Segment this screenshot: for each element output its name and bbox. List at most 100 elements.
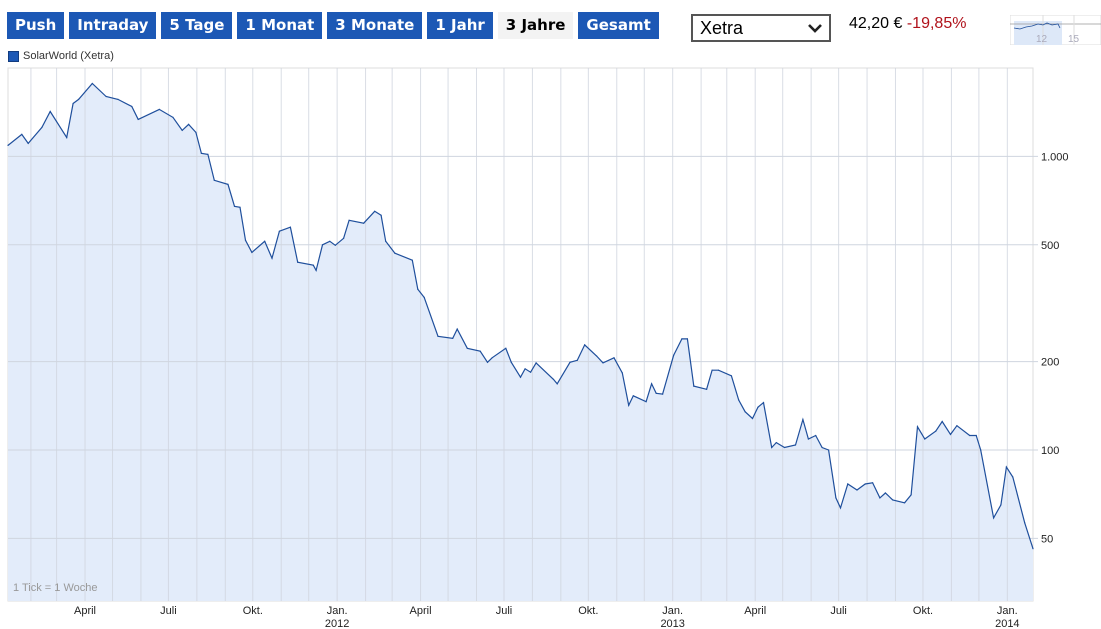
data-point bbox=[835, 497, 837, 499]
data-point bbox=[315, 269, 317, 271]
data-point bbox=[956, 425, 958, 427]
data-point bbox=[949, 433, 952, 435]
series-line bbox=[7, 82, 1034, 549]
quote-change: -19,85% bbox=[906, 15, 967, 32]
data-point bbox=[693, 385, 695, 387]
data-point bbox=[66, 136, 68, 139]
y-tick-label: 50 bbox=[1041, 533, 1053, 545]
data-point bbox=[1005, 466, 1008, 468]
data-point bbox=[278, 230, 280, 232]
x-tick-year: 2014 bbox=[995, 618, 1019, 629]
data-point bbox=[423, 296, 425, 298]
data-point bbox=[188, 123, 190, 125]
data-point bbox=[645, 401, 647, 403]
data-point bbox=[717, 369, 720, 371]
x-tick-label: Jan. bbox=[662, 605, 683, 617]
data-point bbox=[802, 418, 804, 421]
chart-legend: SolarWorld (Xetra) bbox=[8, 50, 114, 62]
x-tick-label: Juli bbox=[830, 605, 847, 617]
data-point bbox=[195, 131, 197, 133]
data-point bbox=[613, 357, 615, 359]
x-tick-label: April bbox=[74, 605, 96, 617]
data-point bbox=[321, 244, 324, 246]
exchange-select[interactable]: Xetra bbox=[691, 14, 831, 42]
data-point bbox=[596, 355, 598, 357]
x-tick-label: April bbox=[410, 605, 432, 617]
data-point bbox=[394, 252, 396, 254]
y-tick-label: 200 bbox=[1041, 357, 1059, 369]
data-point bbox=[807, 438, 810, 440]
data-point bbox=[297, 261, 299, 263]
data-point bbox=[771, 446, 773, 449]
data-point bbox=[1032, 548, 1034, 550]
data-point bbox=[535, 362, 537, 364]
data-point bbox=[821, 446, 823, 449]
data-point bbox=[602, 362, 604, 364]
data-point bbox=[738, 399, 740, 401]
data-point bbox=[993, 517, 995, 519]
data-point bbox=[486, 361, 489, 363]
data-point bbox=[775, 442, 777, 444]
data-point bbox=[172, 116, 174, 118]
tab-intraday[interactable]: Intraday bbox=[69, 12, 157, 39]
x-tick-label: April bbox=[744, 605, 766, 617]
data-point bbox=[762, 402, 765, 404]
data-point bbox=[21, 133, 23, 135]
data-point bbox=[491, 357, 493, 359]
data-point bbox=[864, 483, 866, 485]
data-point bbox=[348, 219, 350, 221]
data-point bbox=[137, 118, 139, 120]
data-point bbox=[904, 502, 906, 504]
data-point bbox=[452, 337, 454, 339]
data-point bbox=[751, 417, 754, 420]
data-point bbox=[1000, 504, 1002, 506]
y-tick-label: 100 bbox=[1041, 445, 1059, 457]
tab-gesamt[interactable]: Gesamt bbox=[578, 12, 659, 39]
legend-label: SolarWorld (Xetra) bbox=[23, 50, 114, 62]
series-area bbox=[8, 83, 1033, 601]
data-point bbox=[91, 82, 93, 85]
data-point bbox=[530, 371, 532, 373]
data-point bbox=[794, 444, 797, 446]
x-tick-label: Okt. bbox=[913, 605, 933, 617]
data-point bbox=[374, 210, 376, 212]
data-point bbox=[744, 411, 746, 413]
tab-3-monate[interactable]: 3 Monate bbox=[327, 12, 423, 39]
data-point bbox=[839, 507, 842, 509]
data-point bbox=[158, 108, 160, 110]
timeframe-tabs: Push Intraday 5 Tage 1 Monat 3 Monate 1 Jahr 3… bbox=[7, 12, 659, 39]
data-point bbox=[334, 244, 336, 246]
data-point bbox=[847, 483, 849, 485]
data-point bbox=[239, 206, 241, 208]
data-point bbox=[975, 434, 977, 437]
data-point bbox=[27, 142, 29, 144]
tab-5-tage[interactable]: 5 Tage bbox=[161, 12, 233, 39]
tab-3-jahre[interactable]: 3 Jahre bbox=[497, 12, 574, 39]
x-tick-label: Jan. bbox=[997, 605, 1018, 617]
data-point bbox=[828, 449, 830, 451]
x-tick-label: Jan. bbox=[327, 605, 348, 617]
data-point bbox=[271, 257, 273, 259]
data-point bbox=[456, 328, 458, 330]
tab-push[interactable]: Push bbox=[7, 12, 65, 39]
tab-1-jahr[interactable]: 1 Jahr bbox=[427, 12, 493, 39]
data-point bbox=[200, 152, 202, 154]
x-tick-year: 2013 bbox=[660, 618, 684, 629]
data-point bbox=[730, 375, 733, 377]
y-tick-label: 500 bbox=[1041, 240, 1059, 252]
data-point bbox=[312, 264, 314, 266]
data-point bbox=[651, 383, 653, 385]
quote-price: 42,20 € bbox=[849, 15, 903, 32]
data-point bbox=[872, 482, 874, 484]
mini-overview-chart[interactable]: 12 15 bbox=[1010, 15, 1101, 45]
data-point bbox=[621, 372, 623, 374]
data-point bbox=[181, 129, 183, 131]
data-point bbox=[856, 489, 858, 491]
data-point bbox=[78, 98, 80, 100]
data-point bbox=[329, 240, 331, 242]
plot-area bbox=[7, 67, 1034, 602]
data-point bbox=[7, 144, 9, 146]
tab-1-monat[interactable]: 1 Monat bbox=[237, 12, 323, 39]
data-point bbox=[251, 251, 253, 253]
data-point bbox=[1012, 476, 1014, 478]
